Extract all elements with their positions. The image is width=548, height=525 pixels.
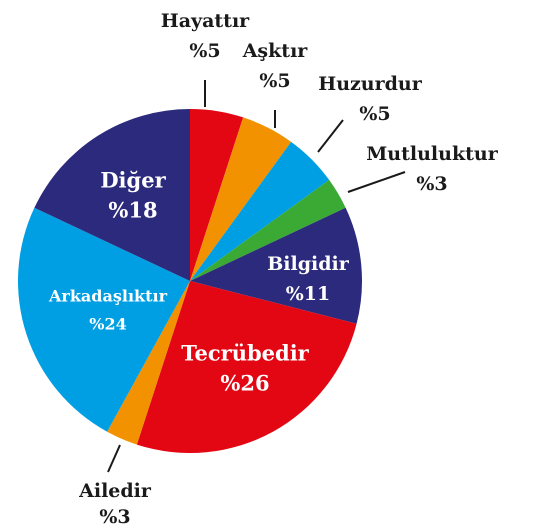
slice-label: Bilgidir (267, 253, 350, 275)
slice-label: Huzurdur (318, 73, 422, 95)
leader-line (107, 444, 121, 473)
pie-slice (190, 179, 346, 281)
pie-slice (17, 207, 190, 432)
slice-label: Aşktır (242, 40, 309, 62)
pie-slice (136, 281, 357, 453)
pie-slice (34, 109, 190, 281)
pie-slice (190, 207, 362, 324)
slice-value: %24 (89, 315, 126, 334)
leader-line (317, 119, 344, 153)
pie-slice (190, 117, 292, 282)
slice-value: %5 (259, 70, 290, 92)
slice-value: %26 (220, 371, 269, 396)
slice-label: Mutluluktur (366, 143, 498, 165)
slice-value: %11 (286, 283, 331, 305)
slice-value: %3 (99, 506, 130, 525)
pie-slice (107, 281, 190, 445)
slice-label: Tecrübedir (181, 341, 309, 366)
slice-label: Diğer (100, 168, 166, 193)
slice-value: %18 (108, 198, 157, 223)
slice-value: %5 (359, 103, 390, 125)
slice-label: Hayattır (161, 10, 250, 32)
slice-value: %3 (416, 173, 447, 195)
slice-label: Arkadaşlıktır (48, 287, 168, 306)
leader-line (347, 171, 406, 193)
slice-value: %5 (189, 40, 220, 62)
slice-label: Ailedir (78, 480, 152, 502)
pie-slice (190, 109, 244, 281)
pie-slice (190, 141, 330, 281)
